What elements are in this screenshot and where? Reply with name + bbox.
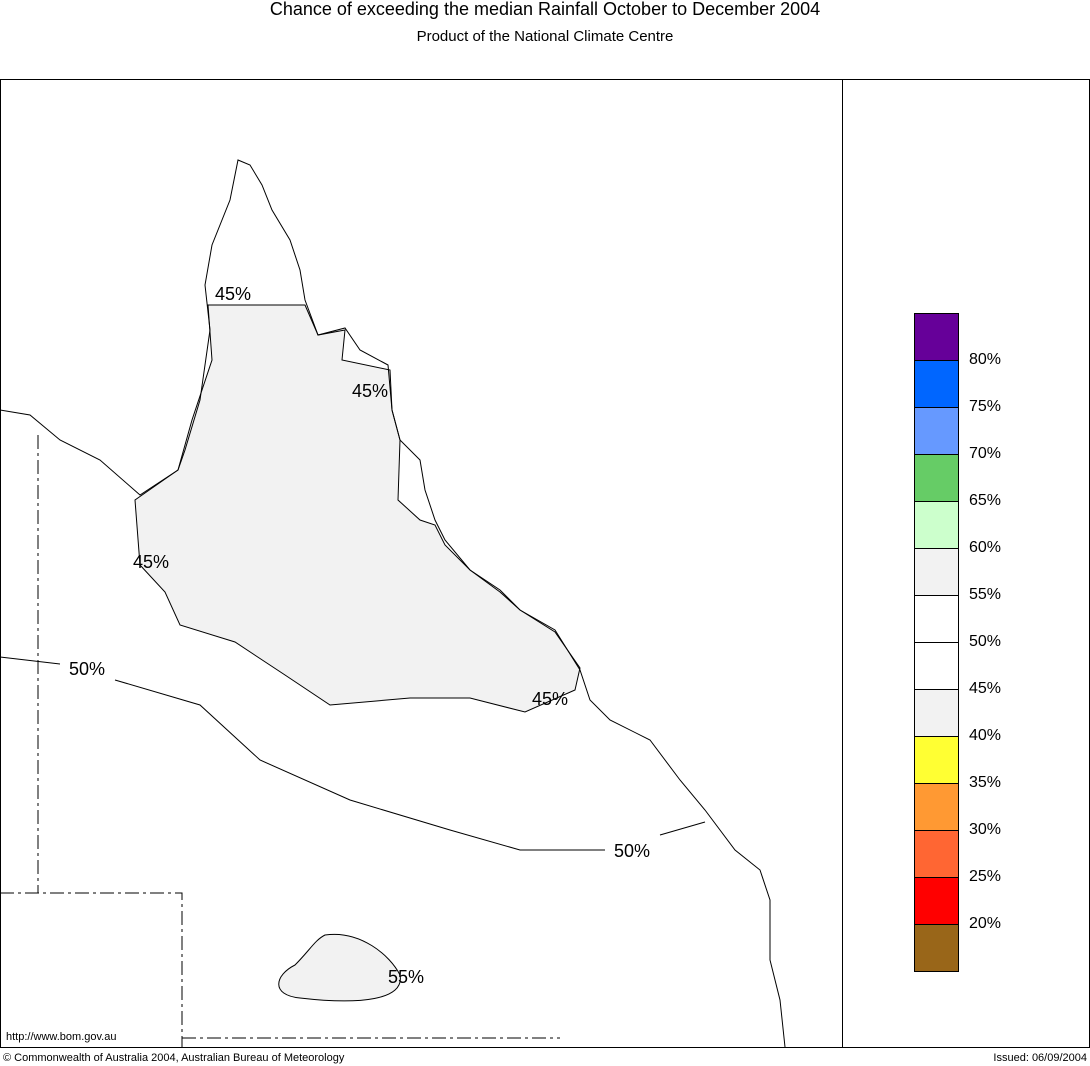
legend-swatch [914,877,959,925]
contour-label: 45% [532,689,568,709]
issued: Issued: 06/09/2004 [993,1052,1087,1064]
legend-label: 65% [969,492,1001,509]
legend-swatch [914,501,959,549]
map: 45% 45% 45% 45% 50% 50% 55% http://www.b… [0,159,786,1048]
legend-label: 80% [969,351,1001,368]
legend-swatch [914,595,959,643]
copyright: © Commonwealth of Australia 2004, Austra… [3,1052,345,1064]
legend-label: 75% [969,398,1001,415]
legend-label: 60% [969,539,1001,556]
legend-label: 45% [969,680,1001,697]
legend-label: 25% [969,868,1001,885]
legend-swatch [914,830,959,878]
contour-label: 55% [388,967,424,987]
legend-label: 20% [969,915,1001,932]
legend-swatch [914,548,959,596]
url: http://www.bom.gov.au [6,1031,116,1043]
legend-swatch [914,783,959,831]
legend-swatch [914,736,959,784]
legend: 80% 75% 70% 65% 60% 55% 50% 45% 40% 35% 30% 25% 20% [914,313,1001,972]
legend-label: 55% [969,586,1001,603]
legend-label: 35% [969,774,1001,791]
legend-swatch [914,642,959,690]
contour-label: 45% [215,284,251,304]
region-55 [278,933,401,1002]
legend-swatch [914,360,959,408]
legend-swatch [914,454,959,502]
legend-label: 40% [969,727,1001,744]
title: Chance of exceeding the median Rainfall … [270,0,820,19]
legend-swatch [914,689,959,737]
subtitle: Product of the National Climate Centre [417,28,674,45]
legend-frame [842,79,1090,1048]
legend-swatch [914,313,959,361]
legend-swatch [914,924,959,972]
contour-50 [0,656,706,851]
legend-label: 30% [969,821,1001,838]
coastline [0,159,786,1048]
contour-label: 50% [69,659,105,679]
state-border [0,435,560,1047]
contour-label: 50% [614,841,650,861]
legend-swatch [914,407,959,455]
legend-label: 50% [969,633,1001,650]
region-45 [134,304,581,713]
legend-label: 70% [969,445,1001,462]
contour-label: 45% [352,381,388,401]
contour-label: 45% [133,552,169,572]
